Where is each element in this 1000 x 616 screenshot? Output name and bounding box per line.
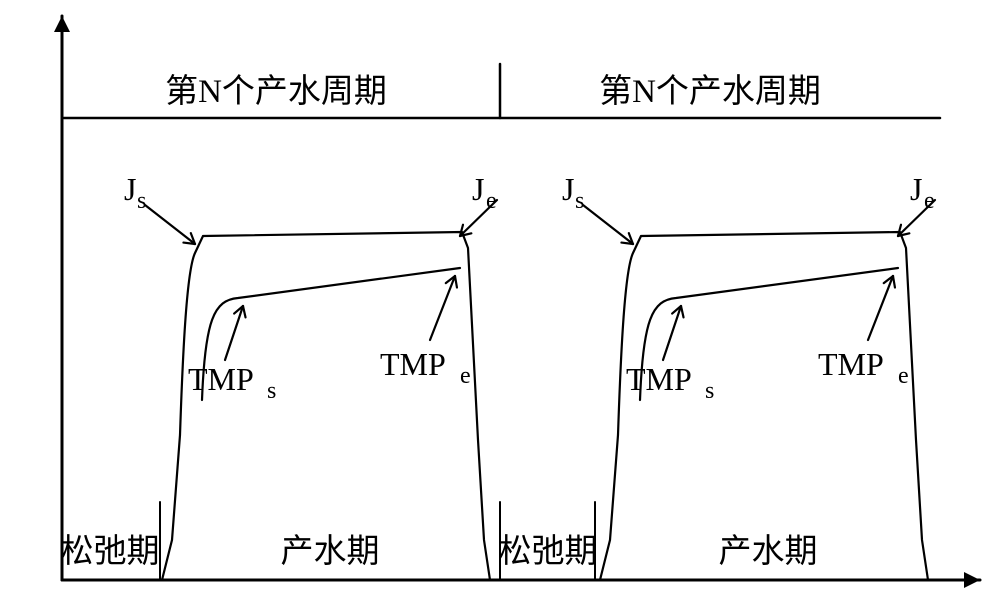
label-je: J xyxy=(910,171,922,207)
cycle-1: JsJeTMPsTMPe xyxy=(124,171,497,580)
label-tmpe: TMP xyxy=(818,346,884,382)
label-js: J xyxy=(124,171,136,207)
label-tmpe-sub: e xyxy=(460,363,471,389)
j-curve xyxy=(600,232,928,580)
chart-canvas: 第N个产水周期第N个产水周期松弛期产水期松弛期产水期JsJeTMPsTMPeJs… xyxy=(0,0,1000,616)
phase-relax-2: 松弛期 xyxy=(499,533,598,570)
label-tmps: TMP xyxy=(626,361,692,397)
phase-prod-1: 产水期 xyxy=(281,533,380,570)
phase-prod-2: 产水期 xyxy=(719,533,818,570)
label-tmps: TMP xyxy=(188,361,254,397)
label-tmpe-sub: e xyxy=(898,363,909,389)
label-js: J xyxy=(562,171,574,207)
label-tmpe: TMP xyxy=(380,346,446,382)
label-tmps-sub: s xyxy=(267,378,276,404)
cycle-label-left: 第N个产水周期 xyxy=(165,73,387,110)
label-je-sub: e xyxy=(924,188,935,214)
cycle-2: JsJeTMPsTMPe xyxy=(562,171,935,580)
cycle-label-right: 第N个产水周期 xyxy=(599,73,821,110)
label-tmps-sub: s xyxy=(705,378,714,404)
label-je-sub: e xyxy=(486,188,497,214)
label-js-sub: s xyxy=(137,188,146,214)
j-curve xyxy=(162,232,490,580)
phase-relax-1: 松弛期 xyxy=(61,533,160,570)
label-js-sub: s xyxy=(575,188,584,214)
label-je: J xyxy=(472,171,484,207)
